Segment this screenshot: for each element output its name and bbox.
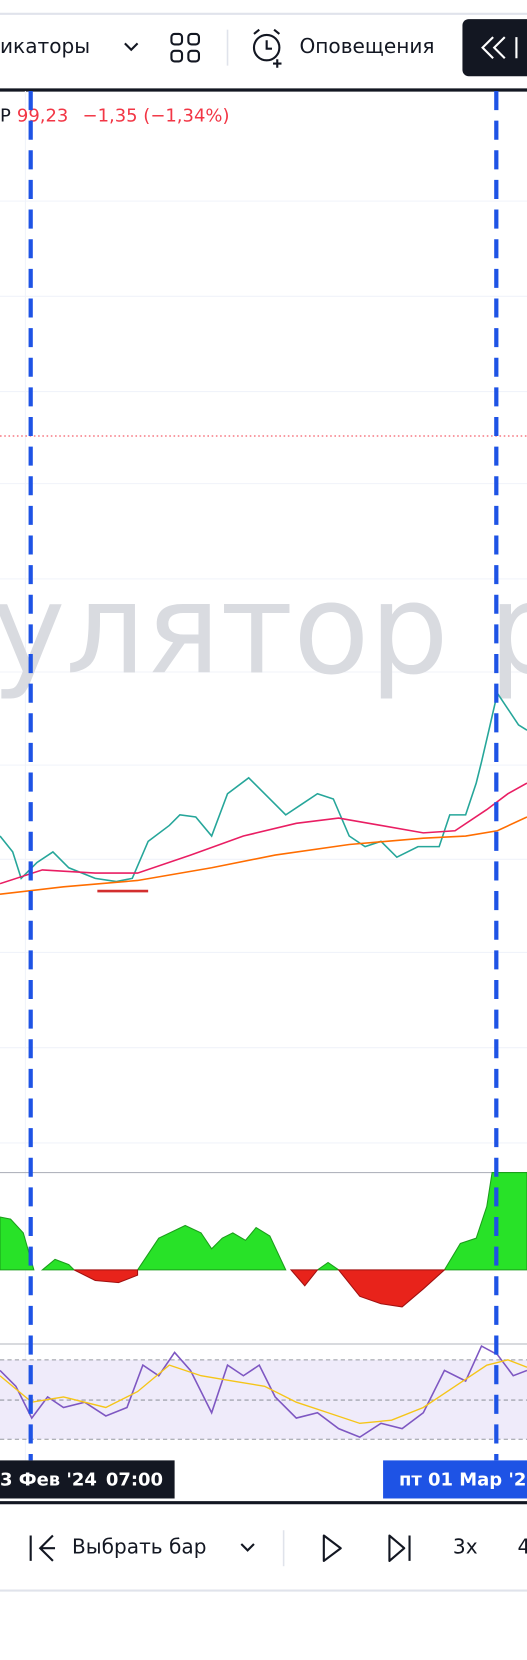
rewind-icon <box>481 36 518 59</box>
time-label-bg <box>0 1460 175 1499</box>
legend-price: 99,23 <box>17 105 68 126</box>
step-button[interactable] <box>388 1534 411 1562</box>
fast-ma <box>0 782 527 885</box>
histogram <box>0 1172 527 1308</box>
grid <box>0 91 527 1461</box>
alerts-button[interactable]: Оповещения <box>299 34 434 58</box>
price-series <box>0 691 527 883</box>
slow-ma <box>0 816 527 896</box>
watermark: улятор р <box>0 557 527 702</box>
chevron[interactable] <box>240 1543 255 1552</box>
time-label-date: 3 Фев '24 <box>0 1469 97 1490</box>
chevron[interactable] <box>124 42 139 52</box>
rsi-signal <box>0 1359 527 1425</box>
play-button[interactable] <box>322 1534 342 1562</box>
layout-icon[interactable] <box>170 32 201 63</box>
time-label-bg <box>383 1460 527 1499</box>
select-bar-button[interactable]: Выбрать бар <box>72 1535 207 1559</box>
time-label-time: 07:00 <box>106 1469 163 1490</box>
next-button[interactable]: 4 <box>517 1535 527 1559</box>
rsi-levels <box>0 1359 527 1440</box>
legend-symbol: P <box>0 105 11 126</box>
time-label-date: пт 01 Мар '24 <box>399 1469 527 1490</box>
rsi-line <box>0 1345 527 1438</box>
speed-button[interactable]: 3x <box>453 1535 478 1559</box>
alert-icon[interactable] <box>252 28 282 68</box>
replay-lines <box>28 91 499 1461</box>
indicators-button[interactable]: икаторы <box>0 34 90 58</box>
select-bar-icon[interactable] <box>29 1534 56 1562</box>
legend-change: −1,35 (−1,34%) <box>83 105 230 126</box>
